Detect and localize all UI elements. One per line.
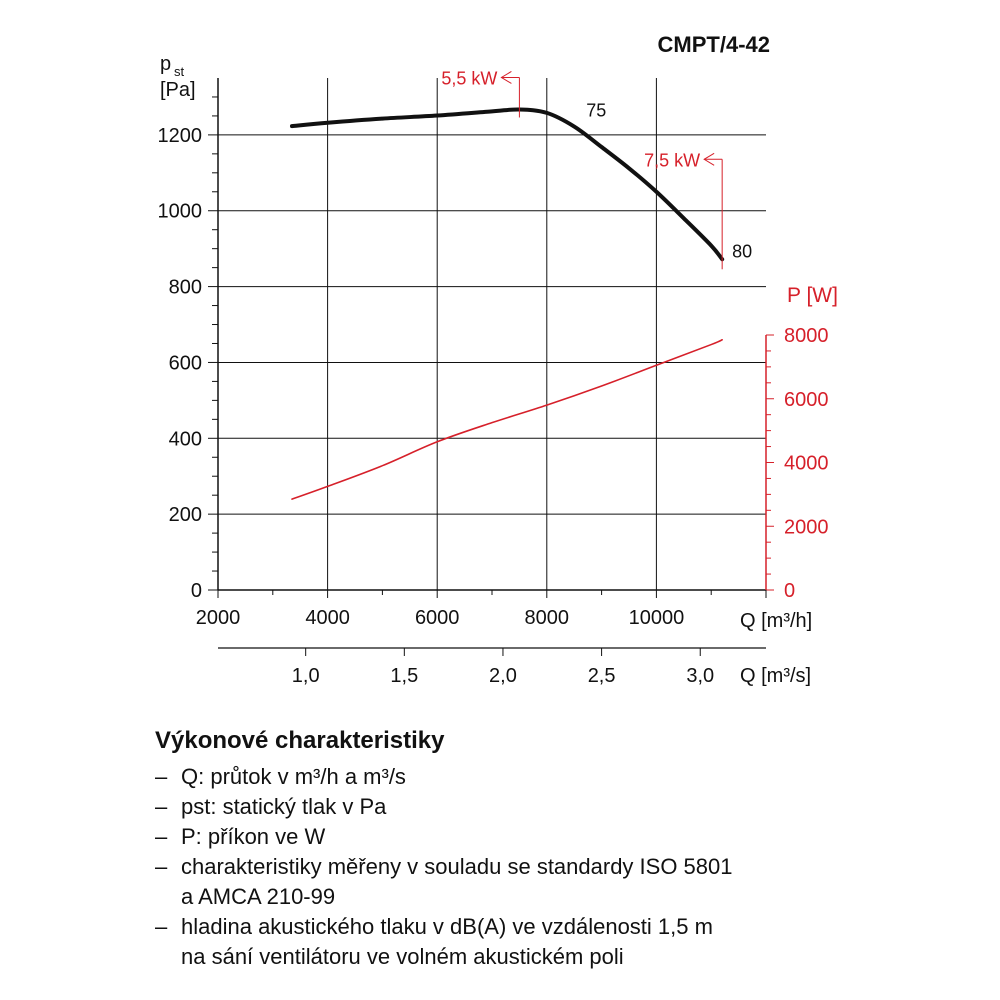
- power-marker-arrow: [500, 71, 512, 84]
- legend-bullet: –: [155, 794, 168, 819]
- x-tick-label: 6000: [415, 607, 460, 629]
- power-marker-arrow: [703, 152, 715, 166]
- legend-item-text: pst: statický tlak v Pa: [181, 794, 387, 819]
- legend-item-text: hladina akustického tlaku v dB(A) ve vzd…: [181, 914, 713, 969]
- right-axis-label: P [W]: [787, 284, 838, 307]
- left-axis-label-sub: st: [174, 64, 185, 79]
- left-tick-label: 600: [169, 352, 202, 374]
- x2-tick-label: 1,5: [390, 665, 418, 687]
- right-tick-label: 6000: [784, 389, 829, 411]
- legend-item: – P: příkon ve W: [155, 822, 935, 852]
- chart-title: CMPT/4-42: [658, 32, 770, 57]
- left-tick-label: 800: [169, 277, 202, 299]
- legend: Výkonové charakteristiky – Q: průtok v m³…: [155, 726, 935, 972]
- x2-tick-label: 3,0: [686, 665, 714, 687]
- x-tick-label: 10000: [629, 607, 685, 629]
- legend-item: – pst: statický tlak v Pa: [155, 792, 935, 822]
- left-tick-label: 1000: [158, 201, 203, 223]
- annotations: 5,5 kW 7,5 kW 75 80: [441, 68, 752, 270]
- legend-items: – Q: průtok v m³/h a m³/s – pst: statický t…: [155, 762, 935, 972]
- left-tick-label: 200: [169, 504, 202, 526]
- power-series-line: [291, 338, 723, 500]
- series-layer: [289, 107, 725, 500]
- legend-item: – hladina akustického tlaku v dB(A) ve vz…: [155, 912, 935, 972]
- labels: 0 200 400 600 800 1000 1200 0 2000 4000 6000 8000 20…: [158, 32, 838, 687]
- legend-item-text: charakteristiky měřeny v souladu se stan…: [181, 854, 733, 909]
- axes: [208, 78, 774, 656]
- legend-item-text: Q: průtok v m³/h a m³/s: [181, 764, 406, 789]
- pressure-series-line: [289, 107, 725, 262]
- legend-item-text: P: příkon ve W: [181, 824, 326, 849]
- x-tick-label: 4000: [305, 607, 350, 629]
- power-marker-label: 7,5 kW: [644, 150, 700, 170]
- power-marker-label: 5,5 kW: [441, 68, 497, 88]
- left-axis-label: p: [160, 53, 171, 75]
- x2-axis-label: Q [m³/s]: [740, 665, 811, 687]
- curve-speed-label: 80: [732, 241, 752, 261]
- x-tick-label: 2000: [196, 607, 241, 629]
- left-tick-label: 400: [169, 428, 202, 450]
- x-axis-label: Q [m³/h]: [740, 610, 812, 632]
- grid: [218, 78, 766, 590]
- right-tick-label: 0: [784, 580, 795, 602]
- legend-bullet: –: [155, 914, 168, 939]
- x2-tick-label: 2,0: [489, 665, 517, 687]
- legend-title: Výkonové charakteristiky: [155, 727, 445, 754]
- left-tick-label: 1200: [158, 125, 203, 147]
- right-tick-label: 2000: [784, 516, 829, 538]
- legend-item: – charakteristiky měřeny v souladu se sta…: [155, 852, 935, 912]
- left-tick-label: 0: [191, 580, 202, 602]
- x2-tick-label: 2,5: [588, 665, 616, 687]
- x-tick-label: 8000: [525, 607, 570, 629]
- right-tick-label: 8000: [784, 325, 829, 347]
- right-tick-label: 4000: [784, 453, 829, 475]
- legend-bullet: –: [155, 854, 168, 879]
- legend-bullet: –: [155, 824, 168, 849]
- left-axis-unit: [Pa]: [160, 79, 196, 101]
- legend-bullet: –: [155, 764, 168, 789]
- curve-speed-label: 75: [586, 101, 606, 121]
- legend-item: – Q: průtok v m³/h a m³/s: [155, 762, 935, 792]
- chart: 5,5 kW 7,5 kW 75 80 0 200 400 600 800 1000 1200 0 2…: [158, 32, 838, 687]
- x2-tick-label: 1,0: [292, 665, 320, 687]
